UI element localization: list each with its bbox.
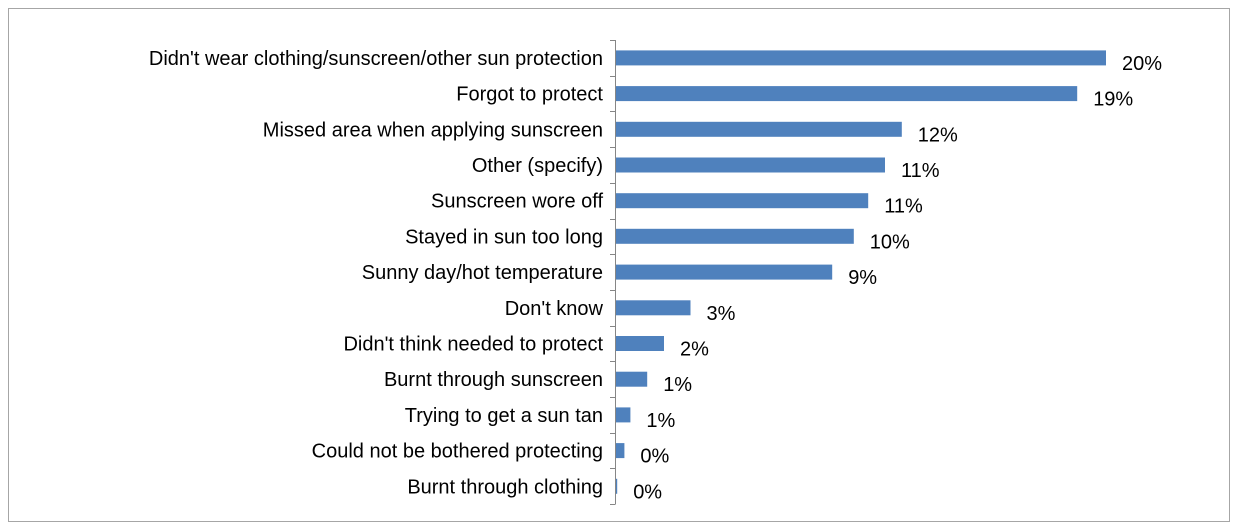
data-label: 2% [680,339,709,361]
chart-frame: Didn't wear clothing/sunscreen/other sun… [8,8,1230,522]
data-label: 19% [1093,89,1133,111]
category-label: Burnt through sunscreen [384,369,603,391]
category-label: Didn't think needed to protect [343,334,603,356]
category-label: Burnt through clothing [407,476,603,498]
data-label: 11% [884,196,923,218]
data-label: 3% [707,303,736,325]
category-label: Sunscreen wore off [431,191,603,213]
data-label: 10% [870,231,910,253]
category-label: Other (specify) [472,155,603,177]
data-labels: 20% 19% 12% 11% 11% 10% 9% 3% 2% 1% 1% 0% 0% [633,53,1162,503]
data-label: 1% [646,410,675,432]
bar [616,86,1078,102]
bar-chart: Didn't wear clothing/sunscreen/other sun… [149,40,1162,505]
bars [616,50,1106,494]
bar [616,157,885,173]
bar [616,407,631,423]
bar [616,478,618,494]
category-label: Trying to get a sun tan [405,405,603,427]
bar [616,443,625,459]
data-label: 12% [918,124,958,146]
bar [616,300,691,316]
data-label: 0% [640,446,669,468]
data-label: 0% [633,481,662,503]
category-label: Sunny day/hot temperature [362,262,603,284]
category-labels: Didn't wear clothing/sunscreen/other sun… [149,48,604,498]
data-label: 11% [901,160,940,182]
category-label: Didn't wear clothing/sunscreen/other sun… [149,48,603,70]
category-label: Forgot to protect [456,84,603,106]
data-label: 9% [848,267,877,289]
category-label: Missed area when applying sunscreen [263,119,603,141]
data-label: 20% [1122,53,1162,75]
bar [616,193,869,209]
bar [616,50,1106,66]
bar [616,228,854,244]
bar [616,371,648,387]
category-axis [610,40,616,505]
bar [616,264,833,280]
data-label: 1% [663,374,692,396]
bar [616,121,902,137]
category-label: Could not be bothered protecting [312,441,603,463]
bar [616,336,664,351]
category-label: Don't know [505,298,604,320]
category-label: Stayed in sun too long [405,226,603,248]
